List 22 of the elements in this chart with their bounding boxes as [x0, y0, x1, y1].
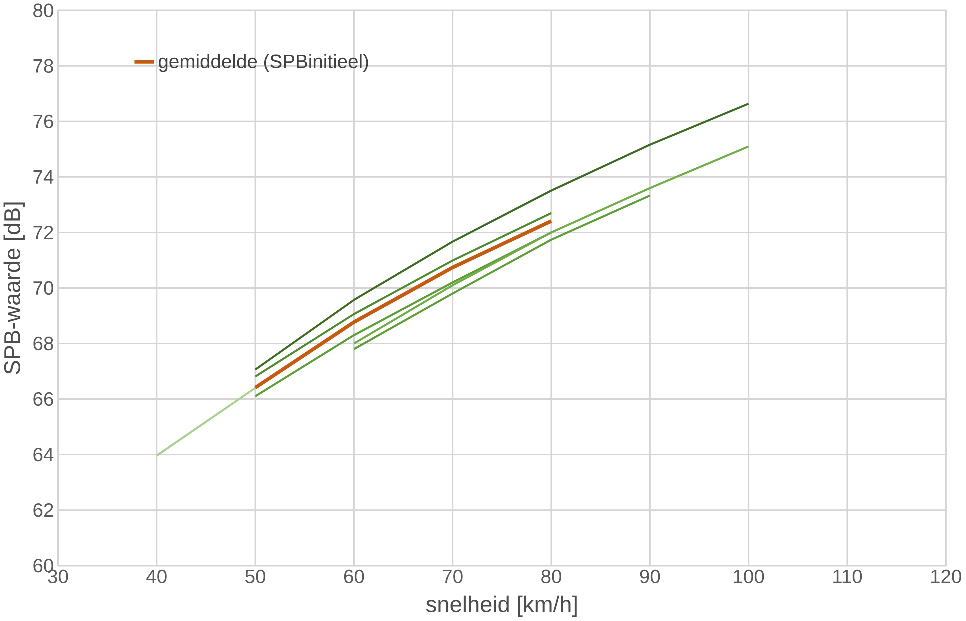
x-tick-label: 110 — [834, 570, 862, 584]
y-tick-label: 80 — [34, 4, 54, 18]
x-tick-label: 80 — [542, 570, 562, 584]
y-tick-label: 78 — [34, 59, 54, 74]
y-tick-label: 68 — [34, 337, 54, 351]
x-tick-label: 120 — [932, 570, 962, 584]
y-tick-label: 76 — [34, 114, 54, 129]
y-tick-label: 70 — [34, 281, 54, 296]
y-tick-label: 66 — [34, 392, 54, 406]
x-tick-label: 40 — [146, 570, 167, 584]
x-axis-title: snelheid [km/h] — [426, 596, 577, 618]
y-tick-label: 72 — [34, 226, 54, 240]
y-axis-title: SPB-waarde [dB] — [4, 202, 25, 374]
x-tick-label: 70 — [443, 570, 463, 584]
y-tick-label: 64 — [34, 448, 54, 462]
x-tick-label: 60 — [344, 570, 364, 584]
legend-label: gemiddelde (SPBinitieel) — [159, 54, 368, 72]
y-tick-label: 62 — [34, 504, 54, 518]
x-tick-label: 50 — [246, 570, 266, 584]
y-tick-label: 74 — [34, 170, 54, 184]
x-tick-label: 90 — [640, 570, 660, 584]
x-tick-label: 100 — [734, 570, 764, 584]
